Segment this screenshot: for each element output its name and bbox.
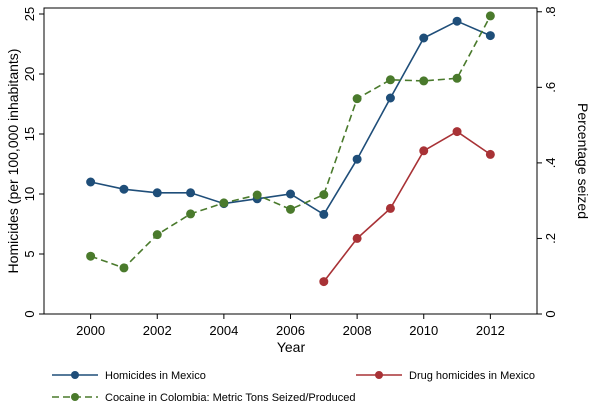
data-point <box>152 188 162 198</box>
y-axis-title-right: Percentage seized <box>575 103 589 219</box>
y-left-tick-label: 5 <box>22 250 37 257</box>
legend-label: Drug homicides in Mexico <box>409 370 535 382</box>
legend-label: Homicides in Mexico <box>105 370 206 382</box>
y-left-tick-label: 25 <box>22 7 37 21</box>
data-point <box>452 127 462 137</box>
data-point <box>352 154 362 164</box>
x-tick-label: 2006 <box>276 323 305 338</box>
data-point <box>452 16 462 26</box>
legend-swatch-marker <box>71 371 79 379</box>
data-point <box>419 76 429 86</box>
legend-swatch-marker <box>375 371 383 379</box>
series-line <box>323 130 491 283</box>
legend-item: Cocaine in Colombia: Metric Tons Seized/… <box>52 392 355 404</box>
y-axis-title-left: Homicides (per 100,000 inhabitants) <box>5 49 21 274</box>
y-right-tick-label: .6 <box>543 82 558 93</box>
data-point <box>319 277 329 287</box>
legend-item: Homicides in Mexico <box>52 370 206 382</box>
data-point <box>119 184 129 194</box>
y-left-tick-label: 0 <box>22 310 37 317</box>
x-axis-title: Year <box>277 339 306 355</box>
data-point <box>352 233 362 243</box>
data-point <box>186 209 196 219</box>
data-point <box>152 230 162 240</box>
series-2 <box>86 11 495 273</box>
data-point <box>385 75 395 85</box>
x-tick-label: 2012 <box>476 323 505 338</box>
data-point <box>452 73 462 83</box>
data-point <box>419 33 429 43</box>
y-right-tick-label: .2 <box>543 233 558 244</box>
data-point <box>352 94 362 104</box>
data-point <box>319 209 329 219</box>
data-point <box>319 190 329 200</box>
series-1 <box>319 127 495 287</box>
x-tick-label: 2000 <box>76 323 105 338</box>
data-point <box>385 203 395 213</box>
x-tick-label: 2010 <box>409 323 438 338</box>
y-right-tick-label: 0 <box>543 310 558 317</box>
legend-item: Drug homicides in Mexico <box>356 370 535 382</box>
data-point <box>485 11 495 21</box>
data-point <box>385 93 395 103</box>
data-point <box>485 31 495 41</box>
data-point <box>86 177 96 187</box>
data-point <box>186 188 196 198</box>
data-point <box>252 190 262 200</box>
data-point <box>485 149 495 159</box>
x-tick-label: 2008 <box>343 323 372 338</box>
y-left-tick-label: 10 <box>22 187 37 201</box>
data-point <box>286 189 295 199</box>
x-tick-label: 2004 <box>209 323 238 338</box>
data-point <box>286 204 295 214</box>
y-right-tick-label: .8 <box>543 6 558 17</box>
data-point <box>119 263 129 273</box>
x-tick-label: 2002 <box>143 323 172 338</box>
y-right-tick-label: .4 <box>543 157 558 168</box>
legend-swatch-marker <box>71 393 79 401</box>
y-left-tick-label: 20 <box>22 67 37 81</box>
data-point <box>219 198 229 208</box>
y-left-tick-label: 15 <box>22 127 37 141</box>
legend-label: Cocaine in Colombia: Metric Tons Seized/… <box>105 392 355 404</box>
data-point <box>419 146 429 156</box>
data-point <box>86 251 96 261</box>
